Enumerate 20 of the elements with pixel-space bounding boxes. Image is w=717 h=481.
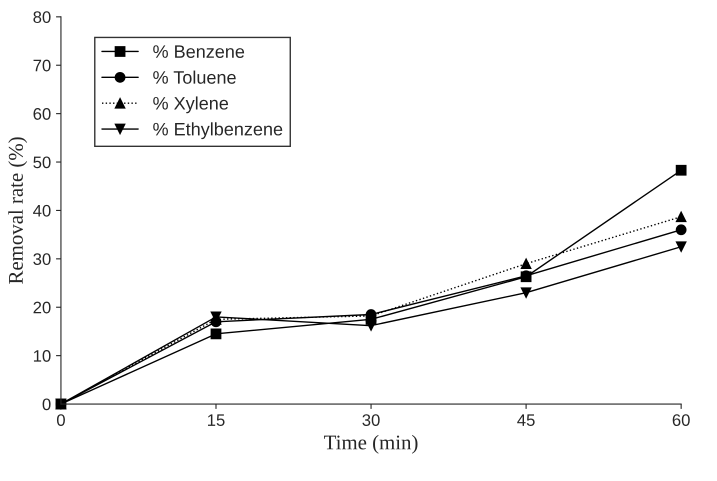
legend-label: % Toluene [153, 70, 236, 84]
y-tick-label: 50 [33, 156, 51, 168]
y-axis-title: Removal rate (%) [8, 137, 28, 284]
y-tick-label: 80 [33, 11, 51, 24]
y-tick-label: 70 [34, 60, 51, 72]
y-tick-label: 60 [34, 108, 51, 120]
x-tick-label: 30 [362, 414, 380, 426]
y-tick-label: 30 [33, 253, 51, 266]
legend-label: % Benzene [153, 45, 244, 58]
x-tick-label: 60 [672, 414, 690, 426]
x-axis-title: Time (min) [324, 434, 418, 454]
y-tick-label: 20 [34, 302, 51, 314]
x-tick-label: 15 [208, 414, 225, 426]
legend-label: % Xylene [153, 96, 228, 114]
x-tick-label: 0 [56, 414, 65, 426]
y-tick-label: 10 [34, 350, 51, 362]
y-tick-label: 40 [33, 204, 51, 217]
legend-label: % Ethylbenzene [153, 122, 282, 140]
x-tick-label: 45 [517, 414, 535, 426]
y-tick-label: 0 [42, 398, 51, 410]
